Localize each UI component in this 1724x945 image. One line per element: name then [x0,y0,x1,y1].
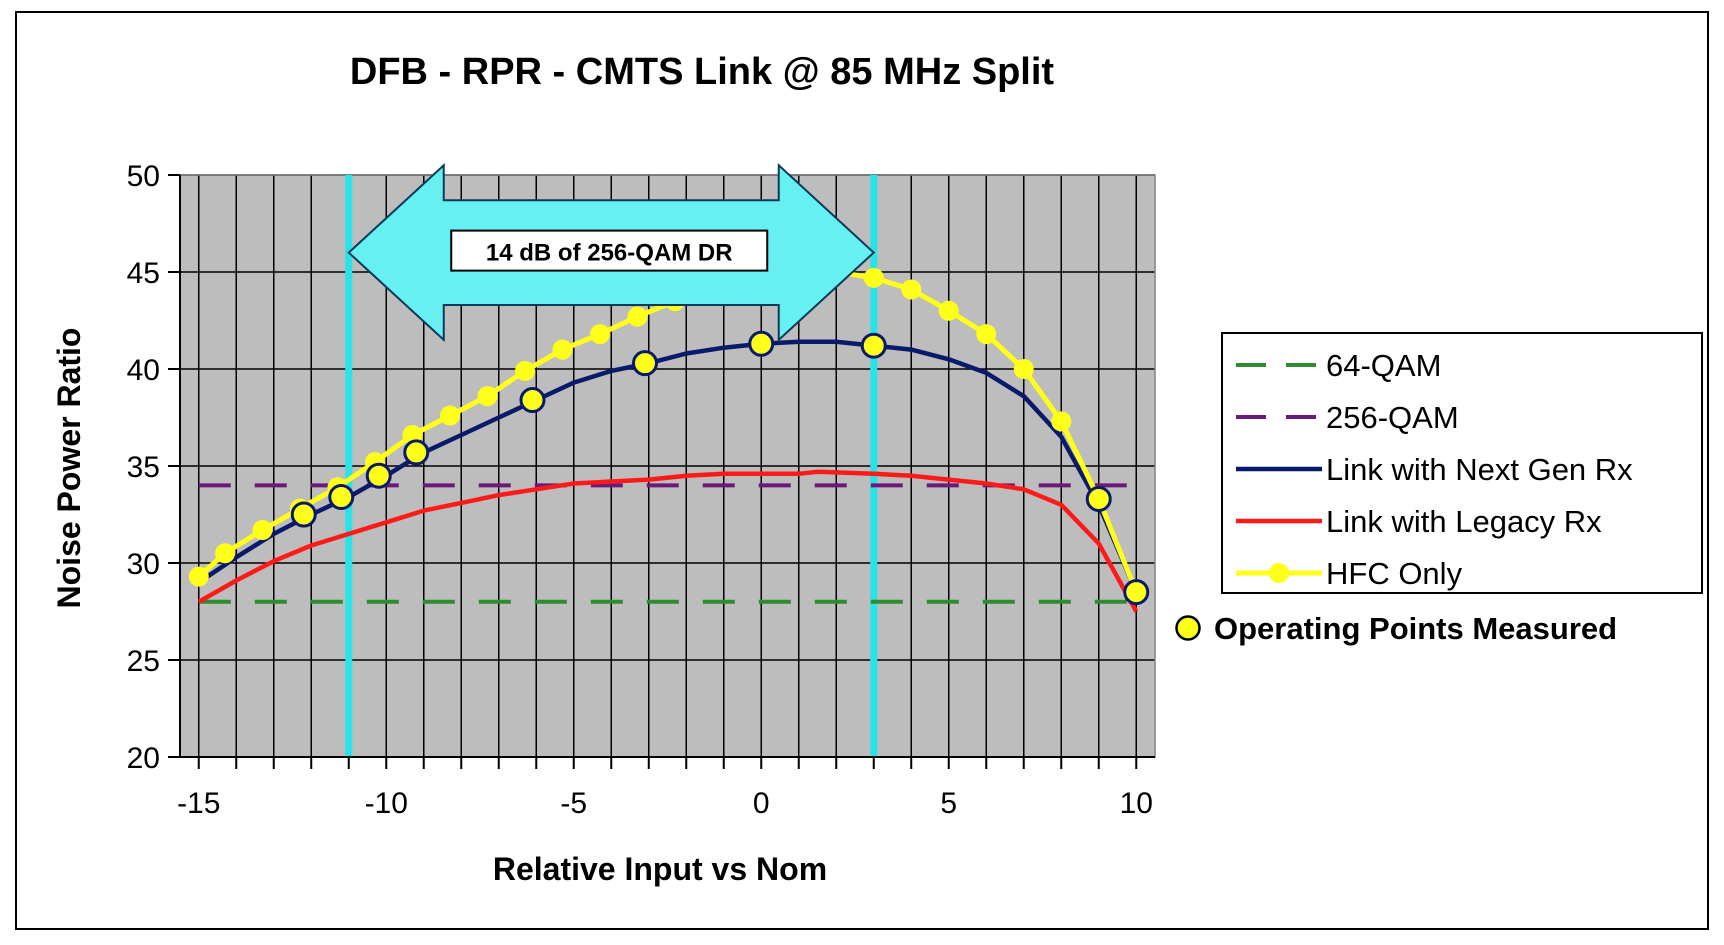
operating-point [1123,579,1150,606]
operating-point [632,350,658,377]
series-hfc-only-marker [252,520,273,541]
series-hfc-only-marker [215,543,235,564]
series-hfc-only-marker [552,339,573,360]
series-hfc-only-marker [440,405,460,426]
x-tick-label: -15 [177,787,220,820]
legend-link-with-next-gen-rx-label: Link with Next Gen Rx [1326,452,1633,487]
legend: 64-QAM 256-QAM Link with Next Gen Rx Link w… [1221,332,1703,594]
series-link-with-next-gen-rx-line [197,339,1139,593]
operating-point [365,462,392,489]
axes: 20 25 30 35 40 45 50 -15 -10 -5 0 5 10 [127,160,1155,820]
series-hfc-only-marker [938,300,959,321]
series-hfc-only-marker [188,566,209,587]
operating-point [860,332,887,359]
x-tick-label: -5 [560,787,587,820]
legend-256-qam-label: 256-QAM [1326,400,1459,435]
operating-points-legend-marker [1175,615,1201,641]
operating-point [290,501,317,528]
x-tick-label: 5 [940,787,957,820]
legend-link-with-legacy-rx-label: Link with Legacy Rx [1326,504,1602,539]
y-axis-title: Noise Power Ratio [51,328,87,609]
operating-point [403,439,430,466]
dynamic-range-annotation: 14 dB of 256-QAM DR [347,163,876,343]
series-hfc-only-marker [627,306,648,327]
series-hfc-only-marker [976,324,997,345]
y-tick-label: 25 [127,645,160,678]
operating-points [290,330,1150,606]
series-hfc-only-marker [515,360,535,381]
y-tick-label: 30 [127,548,160,581]
operating-point [328,484,355,511]
y-tick-label: 40 [127,354,160,387]
series-hfc-only-marker [863,267,884,288]
y-tick-label: 35 [127,451,160,484]
x-tick-label: -10 [365,787,408,820]
operating-point [519,387,546,414]
operating-point [1085,485,1112,512]
x-axis-title: Relative Input vs Nom [493,851,827,887]
x-tick-label: 10 [1120,787,1153,820]
legend-box [1221,332,1703,594]
operating-point [748,330,775,357]
series-link-with-legacy-rx-line [197,469,1139,613]
annotation-label-box [450,229,769,272]
legend-64-qam-label: 64-QAM [1326,348,1441,383]
series-hfc-only-marker [1051,411,1072,432]
operating-points-legend: Operating Points Measured [1175,611,1617,646]
chart-title: DFB - RPR - CMTS Link @ 85 MHz Split [350,51,1055,93]
y-tick-label: 50 [127,160,160,193]
y-tick-label: 45 [127,257,160,290]
legend-hfc-only-swatch-marker [1269,563,1289,583]
x-tick-label: 0 [753,787,770,820]
series-hfc-only-marker [477,386,498,407]
series-hfc-only-marker [1013,359,1034,379]
operating-points-legend-label: Operating Points Measured [1214,611,1617,646]
annotation-label: 14 dB of 256-QAM DR [486,240,733,267]
y-tick-label: 20 [127,742,160,775]
series-hfc-only-marker [590,324,610,345]
series-hfc-only-marker [901,279,922,300]
legend-hfc-only-label: HFC Only [1326,556,1463,591]
